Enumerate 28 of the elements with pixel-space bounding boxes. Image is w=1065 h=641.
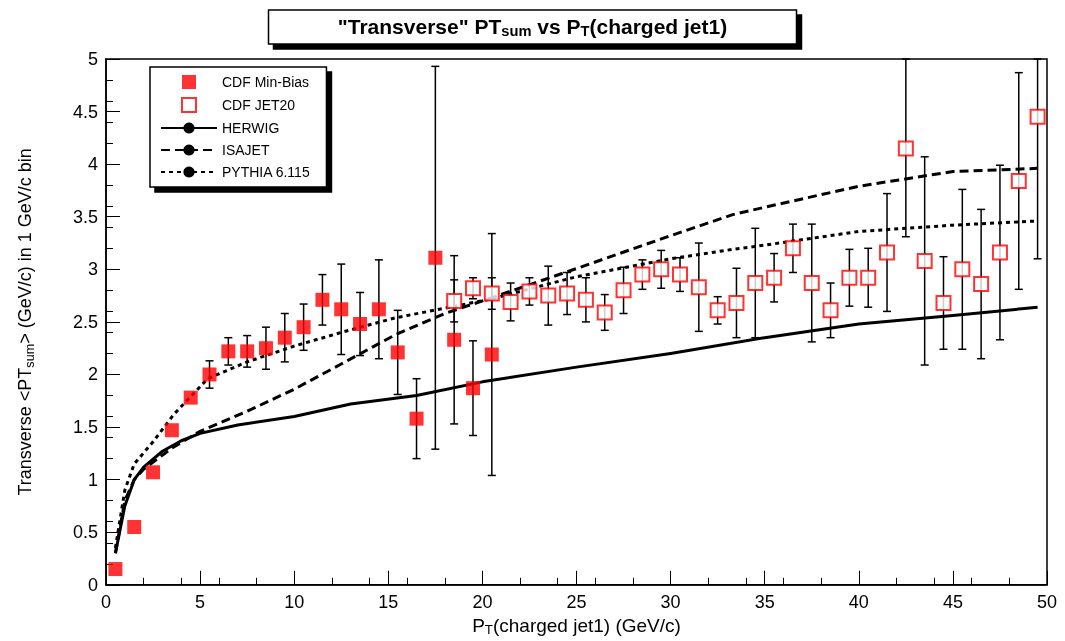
y-tick-label: 3.5 — [72, 206, 98, 227]
legend-label: ISAJET — [222, 142, 270, 158]
y-tick-label: 2.5 — [72, 311, 98, 332]
y-tick-label: 1 — [87, 469, 98, 490]
y-tick-label: 4.5 — [72, 101, 98, 122]
y-tick-label: 0 — [87, 574, 98, 595]
legend-label: CDF Min-Bias — [222, 74, 310, 90]
x-tick-label: 10 — [284, 591, 305, 612]
legend-label: PYTHIA 6.115 — [222, 164, 310, 180]
x-tick-label: 5 — [195, 591, 206, 612]
y-tick-label: 0.5 — [72, 522, 98, 543]
x-tick-label: 45 — [942, 591, 963, 612]
x-tick-label: 50 — [1036, 591, 1058, 612]
x-tick-label: 15 — [378, 591, 399, 612]
x-tick-label: 20 — [472, 591, 493, 612]
y-tick-label: 3 — [87, 259, 98, 280]
y-axis-title: Transverse <PTsum> (GeV/c) in 1 GeV/c bin — [15, 148, 37, 496]
legend-label: HERWIG — [222, 120, 280, 136]
y-tick-label: 2 — [87, 364, 98, 385]
y-tick-label: 1.5 — [72, 417, 98, 438]
x-tick-label: 30 — [660, 591, 681, 612]
x-tick-label: 40 — [848, 591, 869, 612]
y-tick-label: 4 — [87, 154, 98, 175]
y-tick-label: 5 — [87, 49, 98, 69]
x-tick-label: 0 — [100, 591, 112, 612]
x-tick-label: 25 — [566, 591, 587, 612]
x-tick-label: 35 — [754, 591, 775, 612]
legend-label: CDF JET20 — [222, 97, 296, 113]
